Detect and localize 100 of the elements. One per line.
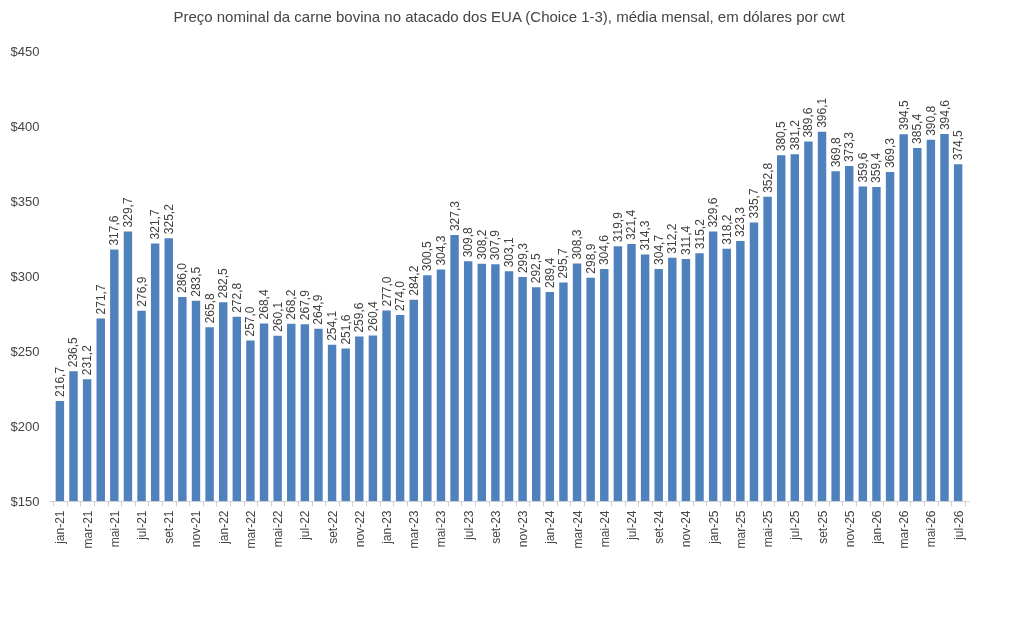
data-label: 216,7: [52, 366, 67, 397]
data-label: 268,4: [257, 289, 272, 320]
data-label: 314,3: [638, 220, 653, 251]
data-label: 321,7: [148, 209, 163, 240]
x-tick-label: jan-26: [869, 510, 884, 545]
x-tick-label: jul-23: [461, 510, 476, 541]
x-tick-label: mai-23: [434, 510, 449, 548]
data-label: 282,5: [216, 267, 231, 299]
data-label: 292,5: [529, 252, 544, 284]
data-label: 319,9: [610, 211, 625, 243]
x-tick-label: set-25: [815, 510, 830, 544]
x-tick-label: nov-21: [189, 510, 204, 548]
data-label: 251,6: [338, 314, 353, 345]
data-label: 308,2: [474, 229, 489, 260]
data-label: 286,0: [175, 262, 190, 293]
data-label: 304,7: [651, 234, 666, 265]
y-tick-label: $150: [10, 493, 40, 509]
data-label: 317,6: [107, 215, 122, 246]
x-tick-label: mai-24: [597, 510, 612, 548]
data-label: 264,9: [311, 294, 326, 325]
data-label: 259,6: [352, 302, 367, 333]
data-label: 381,2: [787, 119, 802, 151]
x-tick-label: jul-26: [951, 510, 966, 541]
data-label: 309,8: [461, 226, 476, 258]
data-label: 352,8: [760, 162, 775, 193]
data-label: 267,9: [297, 289, 312, 321]
data-label: 335,7: [746, 188, 761, 219]
data-label: 369,8: [828, 136, 843, 168]
data-label: 272,8: [229, 282, 244, 313]
y-tick-label: $250: [10, 343, 40, 359]
data-label: 274,0: [393, 280, 408, 311]
x-tick-label: jan-21: [53, 510, 68, 545]
data-label: 303,1: [502, 236, 516, 268]
data-label: 304,6: [597, 234, 612, 266]
data-label: 325,2: [161, 203, 176, 235]
data-label: 260,1: [270, 301, 285, 332]
data-label: 231,2: [80, 344, 95, 376]
data-label: 260,4: [365, 301, 380, 332]
data-label: 312,2: [665, 223, 680, 254]
data-label: 394,6: [937, 99, 952, 131]
data-label: 277,0: [379, 276, 394, 307]
y-tick-label: $200: [10, 418, 40, 434]
x-tick-label: mar-23: [407, 510, 422, 549]
x-tick-label: jul-25: [788, 510, 803, 541]
data-label: 271,7: [93, 284, 108, 315]
x-tick-label: mai-21: [107, 510, 122, 548]
x-tick-label: mar-21: [80, 510, 95, 549]
data-label: 396,1: [815, 97, 830, 128]
data-label: 265,8: [202, 292, 217, 324]
x-tick-label: set-22: [325, 510, 340, 544]
data-label: 311,4: [678, 225, 693, 255]
data-label: 295,7: [556, 248, 571, 279]
chart-title: Preço nominal da carne bovina no atacado dos EUA (Choice 1-3), média mensal, em dólares por cwt: [173, 8, 846, 25]
x-tick-label: set-24: [652, 510, 667, 544]
data-label: 327,3: [447, 200, 462, 232]
x-tick-label: set-21: [162, 510, 177, 544]
data-label: 304,3: [433, 235, 448, 266]
data-label: 283,5: [188, 266, 203, 297]
x-tick-label: jan-25: [706, 510, 721, 545]
data-label: 315,2: [692, 218, 707, 250]
x-tick-label: jul-21: [135, 510, 150, 541]
data-label: 359,6: [855, 152, 870, 183]
data-label: 380,5: [774, 120, 789, 152]
data-label: 289,4: [542, 257, 557, 288]
data-label: 394,5: [896, 99, 911, 131]
x-tick-label: mar-25: [733, 510, 748, 549]
x-tick-label: mar-26: [897, 510, 912, 549]
data-label: 329,6: [706, 197, 721, 228]
data-label: 359,4: [869, 152, 884, 183]
data-label: 284,2: [406, 265, 421, 296]
x-tick-label: nov-23: [516, 510, 531, 548]
data-label: 329,7: [120, 197, 135, 228]
data-label: 323,3: [733, 206, 748, 238]
x-tick-label: mar-24: [570, 510, 585, 549]
x-tick-label: jul-24: [624, 510, 639, 541]
y-tick-label: $450: [10, 43, 40, 59]
x-tick-label: nov-24: [679, 510, 694, 548]
data-label: 373,3: [842, 131, 857, 163]
x-tick-label: mai-22: [271, 510, 286, 548]
data-label: 390,8: [923, 105, 938, 136]
y-tick-label: $400: [10, 118, 40, 134]
data-label: 276,9: [134, 276, 149, 307]
data-label: 268,2: [284, 289, 299, 320]
x-tick-label: set-23: [488, 510, 503, 544]
data-label: 374,5: [951, 129, 966, 161]
data-label: 389,6: [801, 107, 816, 138]
x-tick-label: mai-26: [924, 510, 939, 548]
data-label: 307,9: [488, 229, 503, 261]
data-label: 298,9: [583, 243, 598, 274]
data-label: 257,0: [243, 306, 258, 337]
x-tick-label: jan-22: [216, 510, 231, 545]
x-tick-label: jul-22: [298, 510, 313, 541]
x-tick-label: mai-25: [761, 510, 776, 548]
data-label: 321,4: [624, 209, 639, 240]
data-label: 299,3: [515, 242, 530, 274]
data-label: 385,4: [910, 113, 925, 144]
x-tick-label: mar-22: [243, 510, 258, 549]
data-label: 254,1: [325, 310, 340, 341]
x-tick-label: nov-25: [842, 510, 857, 548]
y-tick-label: $350: [10, 193, 40, 209]
